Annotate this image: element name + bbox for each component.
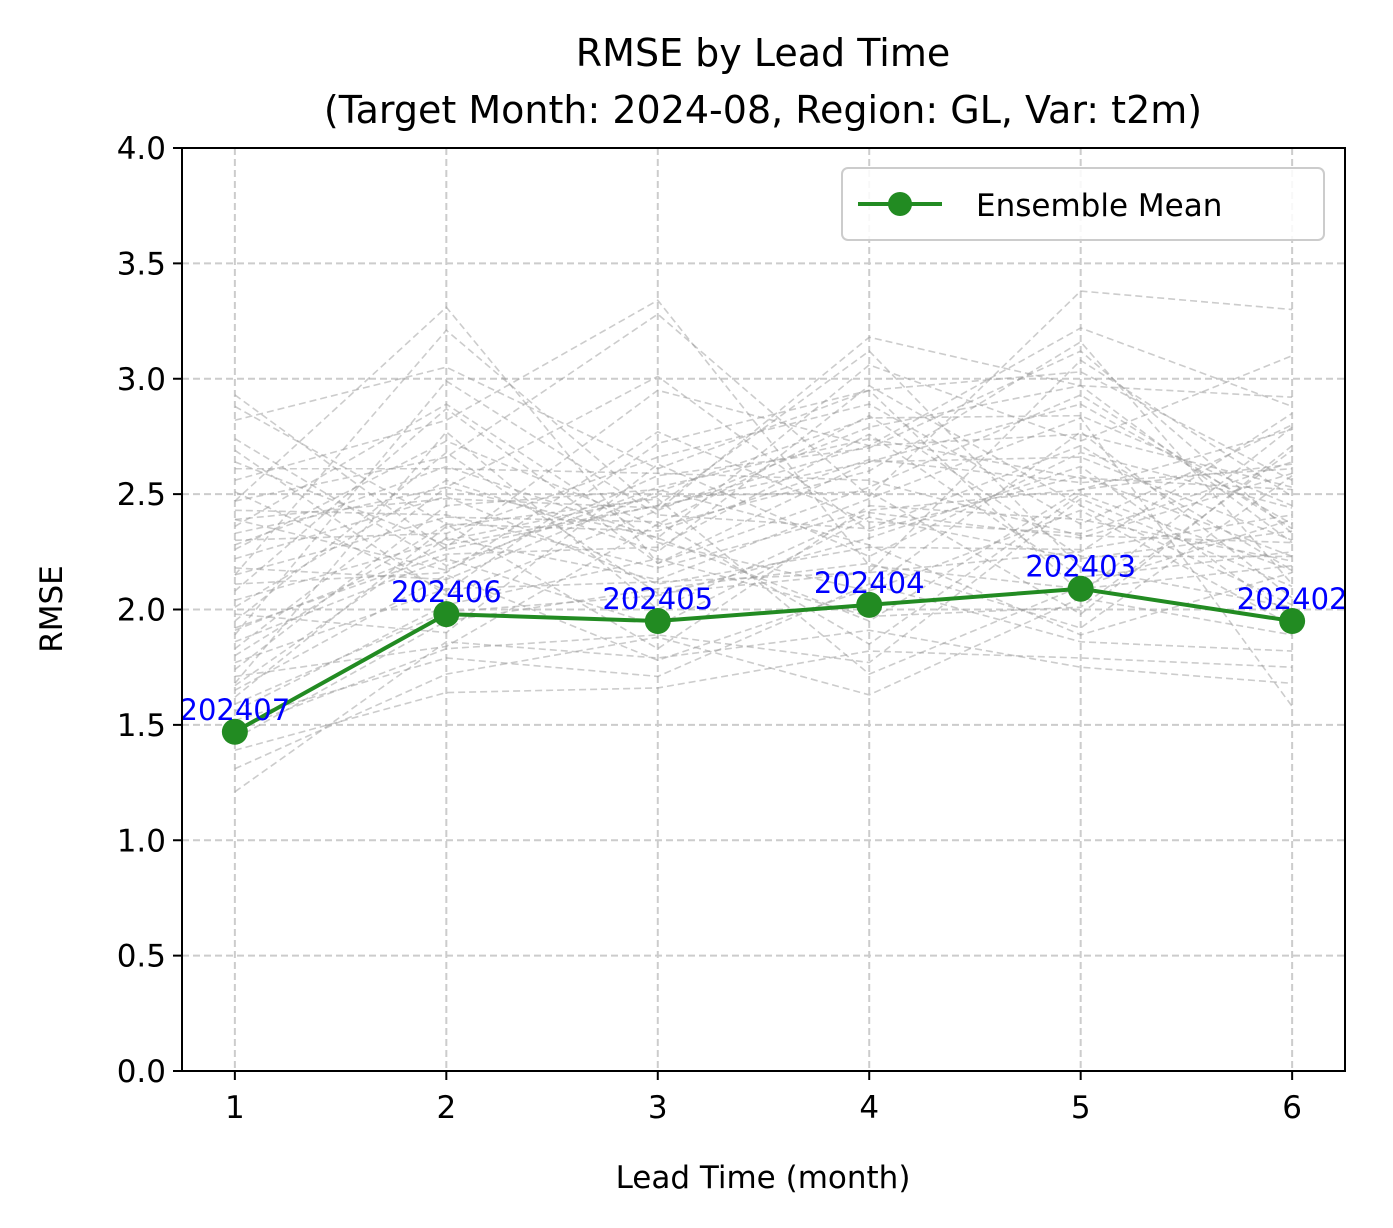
ensemble-member-line — [234, 366, 1293, 481]
x-tick-label: 4 — [859, 1090, 879, 1126]
ensemble-member-line — [234, 350, 1293, 608]
ensemble-member-line — [234, 412, 1293, 622]
ensemble-mean-point — [433, 601, 460, 628]
y-tick-label: 0.5 — [117, 939, 166, 975]
ensemble-member-line — [234, 430, 1293, 684]
ensemble-member-line — [234, 375, 1293, 558]
init-month-label: 202406 — [391, 575, 502, 609]
init-month-label: 202403 — [1025, 550, 1136, 584]
ensemble-member-line — [234, 629, 1293, 793]
ensemble-member-line — [234, 359, 1293, 664]
chart-title-line2: (Target Month: 2024-08, Region: GL, Var:… — [324, 88, 1202, 132]
ensemble-member-line — [234, 394, 1293, 551]
ensemble-member-line — [234, 497, 1293, 731]
ensemble-member-line — [234, 433, 1293, 629]
ensemble-member-line — [234, 414, 1293, 581]
ensemble-member-line — [234, 597, 1293, 770]
ensemble-member-line — [234, 384, 1293, 597]
x-axis-ticks: 1 2 3 4 5 6 — [225, 1071, 1302, 1126]
ensemble-member-line — [234, 465, 1293, 705]
x-axis-label: Lead Time (month) — [616, 1160, 911, 1196]
x-tick-label: 1 — [225, 1090, 245, 1126]
ensemble-member-line — [234, 583, 1293, 722]
ensemble-member-line — [234, 306, 1293, 565]
init-month-label: 202404 — [814, 566, 925, 600]
y-axis-label: RMSE — [34, 565, 70, 653]
ensemble-member-line — [234, 329, 1293, 576]
ensemble-mean-line — [233, 586, 1293, 734]
x-tick-label: 6 — [1282, 1090, 1302, 1126]
ensemble-member-line — [234, 433, 1293, 521]
ensemble-member-line — [234, 340, 1293, 585]
y-tick-label: 4.0 — [117, 131, 166, 167]
ensemble-member-line — [234, 299, 1293, 590]
init-month-annotations: 202407 202406 202405 202404 202403 202402 — [180, 550, 1348, 727]
ensemble-member-line — [234, 380, 1293, 636]
ensemble-member-line — [234, 449, 1293, 712]
ensemble-member-line — [234, 407, 1293, 592]
ensemble-member-line — [234, 414, 1293, 678]
legend: Ensemble Mean — [841, 167, 1325, 241]
ensemble-member-line — [234, 497, 1293, 698]
y-axis-ticks: 0.0 0.5 1.0 1.5 2.0 2.5 3.0 3.5 4.0 — [117, 131, 182, 1090]
x-tick-label: 2 — [436, 1090, 456, 1126]
legend-box — [841, 167, 1325, 241]
ensemble-member-line — [234, 650, 1293, 752]
ensemble-member-line — [234, 430, 1293, 585]
ensemble-member-line — [234, 430, 1293, 691]
y-tick-label: 2.5 — [117, 477, 166, 513]
y-tick-label: 0.0 — [117, 1054, 166, 1090]
ensemble-mean-series — [221, 575, 1306, 745]
ensemble-mean-point — [644, 608, 671, 635]
y-tick-label: 3.5 — [117, 246, 166, 282]
x-tick-label: 5 — [1071, 1090, 1091, 1126]
ensemble-mean-point — [1067, 575, 1094, 602]
chart-title-line1: RMSE by Lead Time — [576, 31, 950, 75]
y-tick-label: 3.0 — [117, 362, 166, 398]
x-tick-label: 3 — [648, 1090, 668, 1126]
ensemble-member-line — [234, 475, 1293, 740]
init-month-label: 202402 — [1237, 582, 1348, 616]
y-tick-label: 2.0 — [117, 593, 166, 629]
ensemble-mean-point — [856, 591, 883, 618]
ensemble-member-line — [234, 451, 1293, 634]
ensemble-member-line — [234, 389, 1293, 595]
ensemble-member-line — [234, 488, 1293, 671]
ensemble-member-line — [234, 290, 1293, 502]
legend-entry-ensemble-mean: Ensemble Mean — [976, 188, 1222, 224]
ensemble-member-line — [234, 463, 1293, 650]
ensemble-member-lines — [234, 290, 1293, 793]
ensemble-member-line — [234, 516, 1293, 643]
ensemble-member-line — [234, 445, 1293, 616]
ensemble-mean-point — [221, 718, 248, 745]
ensemble-member-line — [234, 350, 1293, 572]
ensemble-member-line — [234, 495, 1293, 585]
init-month-label: 202407 — [180, 693, 291, 727]
y-tick-label: 1.5 — [117, 708, 166, 744]
ensemble-mean-point — [1279, 608, 1306, 635]
ensemble-member-line — [234, 354, 1293, 546]
init-month-label: 202405 — [602, 582, 713, 616]
y-tick-label: 1.0 — [117, 823, 166, 859]
legend-marker-sample — [888, 192, 912, 216]
